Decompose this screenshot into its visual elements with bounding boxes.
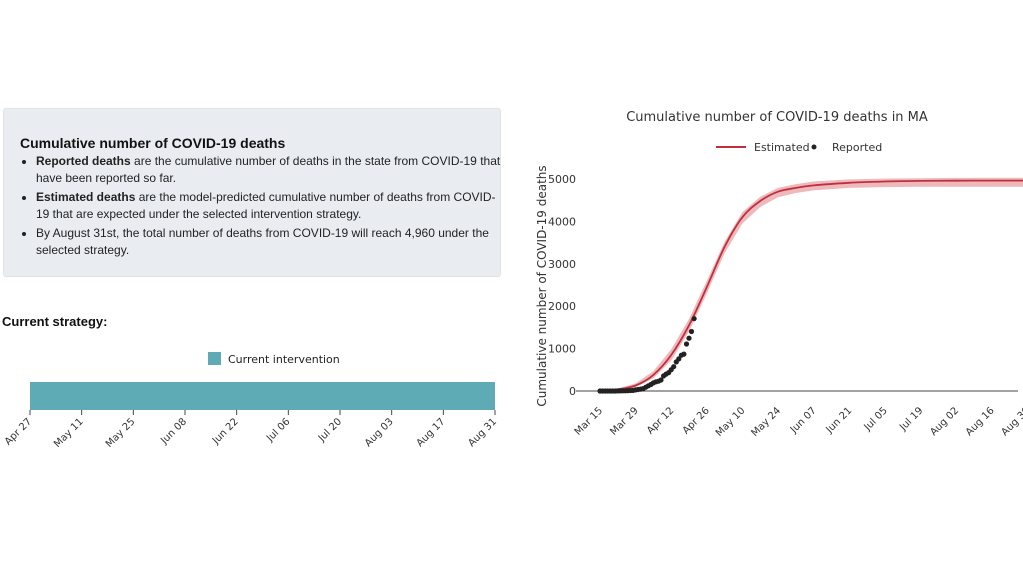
strategy-title: Current strategy:	[2, 314, 108, 329]
reported-point[interactable]	[691, 316, 697, 322]
legend-estimated-label[interactable]: Estimated	[754, 141, 810, 154]
x-tick-label: Aug 02	[928, 405, 961, 438]
strategy-tick-label: Apr 27	[3, 416, 34, 447]
strategy-tick-label: Jun 22	[210, 416, 241, 447]
y-tick-label: 2000	[548, 300, 576, 313]
info-item-estimated-bold: Estimated deaths	[36, 190, 136, 204]
x-tick-label: May 24	[749, 405, 783, 439]
y-tick-label: 4000	[548, 215, 576, 228]
x-tick-label: Jun 07	[788, 405, 819, 436]
deaths-chart: Cumulative number of COVID-19 deaths in …	[535, 110, 1023, 439]
y-tick-label: 0	[569, 385, 576, 398]
strategy-legend-swatch[interactable]	[208, 352, 221, 365]
strategy-tick-label: Jul 20	[316, 416, 344, 444]
y-tick-label: 5000	[548, 173, 576, 186]
estimated-line[interactable]	[599, 179, 1023, 392]
info-title: Cumulative number of COVID-19 deaths	[20, 135, 286, 151]
reported-point[interactable]	[676, 356, 682, 362]
reported-point[interactable]	[686, 335, 692, 341]
reported-point[interactable]	[683, 341, 690, 347]
legend-reported-marker[interactable]	[811, 144, 817, 150]
y-tick-label: 1000	[548, 343, 576, 356]
x-tick-label: May 10	[714, 405, 748, 439]
strategy-chart: Current intervention Apr 27 May 11 May 25 J…	[3, 352, 499, 450]
info-item-estimated-text: are the model-predicted cumulative numbe…	[36, 190, 496, 221]
x-tick-label: Jun 21	[824, 405, 855, 436]
chart-title: Cumulative number of COVID-19 deaths in …	[626, 110, 928, 125]
y-tick-label: 3000	[548, 258, 576, 271]
x-tick-label: Jul 19	[897, 405, 925, 433]
info-item-projection: By August 31st, the total number of deat…	[36, 225, 506, 259]
strategy-tick-label: Jul 06	[264, 416, 292, 444]
info-list: Reported deaths are the cumulative numbe…	[18, 153, 506, 261]
x-tick-label: Mar 29	[608, 405, 640, 437]
info-item-projection-text: By August 31st, the total number of deat…	[36, 226, 489, 257]
estimated-band	[600, 177, 1023, 391]
strategy-tick-label: Aug 03	[363, 416, 396, 449]
x-tick-label: Jul 05	[862, 405, 890, 433]
x-tick-label: Mar 15	[573, 405, 605, 437]
reported-point[interactable]	[688, 328, 695, 335]
info-item-reported-bold: Reported deaths	[36, 154, 131, 168]
strategy-tick-label: May 25	[104, 416, 138, 450]
info-panel: Cumulative number of COVID-19 deaths Rep…	[3, 108, 501, 277]
x-tick-label: Aug 30	[999, 405, 1023, 438]
x-tick-label: Apr 26	[681, 405, 712, 436]
reported-point[interactable]	[658, 377, 664, 383]
strategy-tick-label: May 11	[52, 416, 86, 450]
y-axis-label: Cumulative number of COVID-19 deaths	[535, 165, 549, 406]
strategy-tick-label: Aug 17	[415, 416, 448, 449]
info-item-estimated: Estimated deaths are the model-predicted…	[36, 189, 506, 223]
x-tick-label: Apr 12	[645, 405, 676, 436]
strategy-tick-label: Jun 08	[158, 416, 189, 447]
strategy-legend-label[interactable]: Current intervention	[228, 353, 340, 366]
strategy-tick-label: Aug 31	[466, 416, 499, 449]
reported-point[interactable]	[671, 364, 677, 370]
legend-reported-label[interactable]: Reported	[832, 141, 882, 154]
info-item-reported-text: are the cumulative number of deaths in t…	[36, 154, 501, 185]
x-tick-label: Aug 16	[964, 405, 997, 438]
reported-point[interactable]	[681, 351, 687, 357]
strategy-bar[interactable]	[30, 382, 495, 410]
info-item-reported: Reported deaths are the cumulative numbe…	[36, 153, 506, 187]
